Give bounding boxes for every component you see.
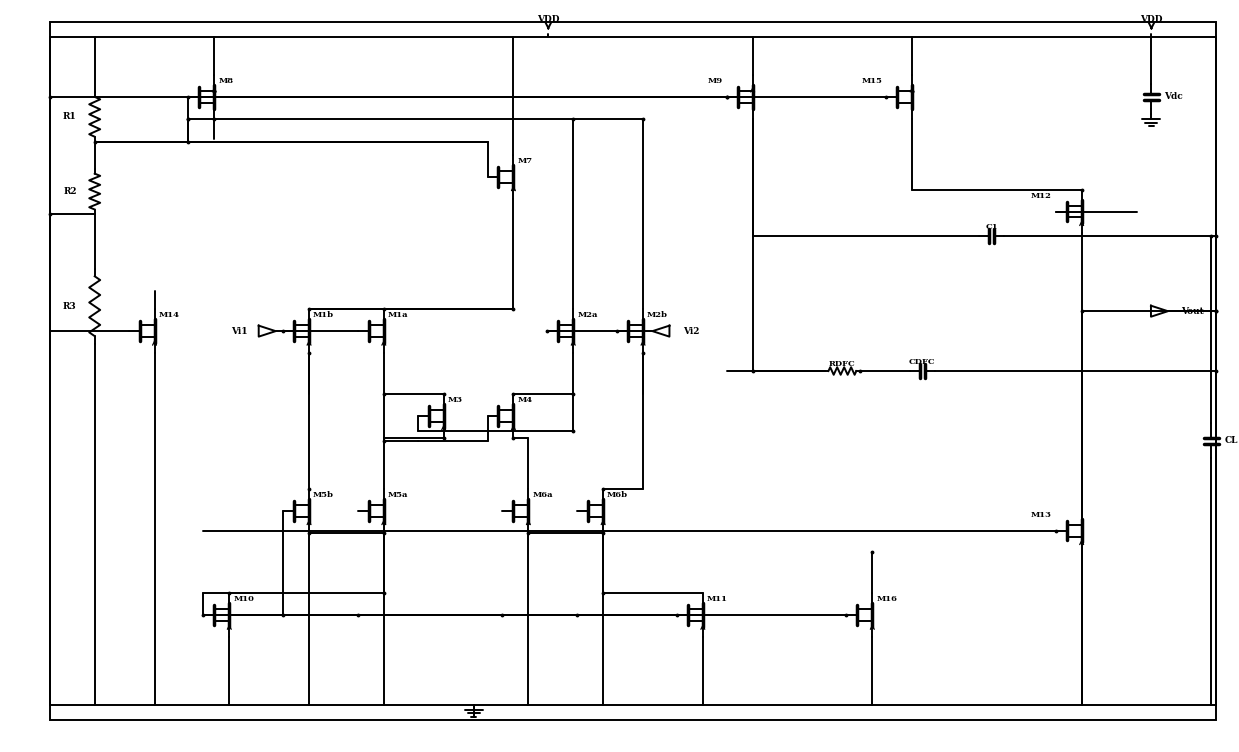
Text: C1: C1 <box>986 223 999 231</box>
Text: M2a: M2a <box>577 311 597 319</box>
Text: M5b: M5b <box>313 490 335 499</box>
Text: M16: M16 <box>876 596 897 603</box>
Text: M15: M15 <box>861 77 882 85</box>
Text: M6b: M6b <box>607 490 628 499</box>
Text: RDFC: RDFC <box>829 359 856 368</box>
Text: M1a: M1a <box>388 311 409 319</box>
Text: M2b: M2b <box>647 311 668 319</box>
Text: VDD: VDD <box>1140 14 1162 23</box>
Text: M6a: M6a <box>533 490 553 499</box>
Text: Vout: Vout <box>1181 307 1204 316</box>
Text: Vdc: Vdc <box>1165 92 1183 102</box>
Text: CL: CL <box>1224 436 1238 445</box>
Text: CDFC: CDFC <box>909 357 935 365</box>
Text: M11: M11 <box>706 596 727 603</box>
Text: VDD: VDD <box>536 14 560 23</box>
Text: M10: M10 <box>233 596 254 603</box>
Text: Vi2: Vi2 <box>683 326 699 335</box>
Text: M9: M9 <box>707 77 722 85</box>
Text: M3: M3 <box>447 396 462 404</box>
Text: Vi1: Vi1 <box>230 326 248 335</box>
Text: M12: M12 <box>1031 192 1052 199</box>
Text: R1: R1 <box>63 112 77 121</box>
Text: M5a: M5a <box>388 490 409 499</box>
Text: M14: M14 <box>159 311 180 319</box>
Text: R2: R2 <box>63 187 77 196</box>
Text: M8: M8 <box>218 77 233 85</box>
Text: M13: M13 <box>1031 511 1052 519</box>
Text: M4: M4 <box>518 396 533 404</box>
Text: R3: R3 <box>63 302 77 311</box>
Text: M7: M7 <box>518 156 533 165</box>
Text: M1b: M1b <box>313 311 335 319</box>
